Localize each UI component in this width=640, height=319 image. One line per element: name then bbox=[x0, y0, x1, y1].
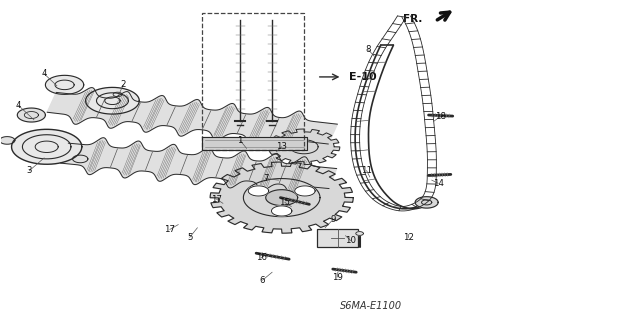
Polygon shape bbox=[61, 138, 337, 194]
Polygon shape bbox=[271, 206, 292, 216]
Polygon shape bbox=[248, 186, 269, 196]
Text: 4: 4 bbox=[16, 101, 21, 110]
Text: 18: 18 bbox=[435, 112, 445, 121]
Text: 2: 2 bbox=[120, 80, 126, 89]
Polygon shape bbox=[294, 186, 315, 196]
Text: 11: 11 bbox=[361, 166, 372, 175]
Text: 9: 9 bbox=[330, 215, 335, 224]
Polygon shape bbox=[415, 197, 438, 208]
Bar bbox=[317, 229, 358, 247]
Text: 12: 12 bbox=[403, 233, 413, 242]
Text: FR.: FR. bbox=[403, 14, 422, 24]
Polygon shape bbox=[356, 232, 364, 235]
Polygon shape bbox=[17, 108, 45, 122]
Text: 3: 3 bbox=[27, 166, 32, 175]
Text: 4: 4 bbox=[42, 69, 47, 78]
Text: E-10: E-10 bbox=[349, 72, 376, 82]
Text: 13: 13 bbox=[276, 142, 287, 151]
Text: 19: 19 bbox=[332, 272, 342, 281]
Polygon shape bbox=[0, 137, 15, 144]
Text: 6: 6 bbox=[260, 276, 265, 285]
Text: 5: 5 bbox=[187, 233, 193, 242]
Text: 17: 17 bbox=[211, 195, 222, 204]
Polygon shape bbox=[268, 129, 340, 165]
Text: S6MA-E1100: S6MA-E1100 bbox=[340, 300, 402, 311]
Polygon shape bbox=[72, 155, 88, 163]
Text: 17: 17 bbox=[164, 225, 175, 234]
Text: 16: 16 bbox=[256, 254, 267, 263]
Text: 1: 1 bbox=[237, 136, 243, 145]
Text: 8: 8 bbox=[366, 45, 371, 55]
Polygon shape bbox=[12, 129, 82, 164]
Polygon shape bbox=[210, 162, 353, 233]
Text: 10: 10 bbox=[345, 236, 356, 245]
Text: 14: 14 bbox=[433, 179, 444, 188]
Polygon shape bbox=[47, 88, 337, 148]
Polygon shape bbox=[266, 190, 298, 205]
Polygon shape bbox=[86, 87, 140, 114]
Text: 7: 7 bbox=[263, 174, 268, 183]
Polygon shape bbox=[202, 137, 307, 150]
Polygon shape bbox=[45, 75, 84, 94]
Text: 15: 15 bbox=[280, 198, 291, 207]
Bar bbox=[202, 13, 304, 150]
